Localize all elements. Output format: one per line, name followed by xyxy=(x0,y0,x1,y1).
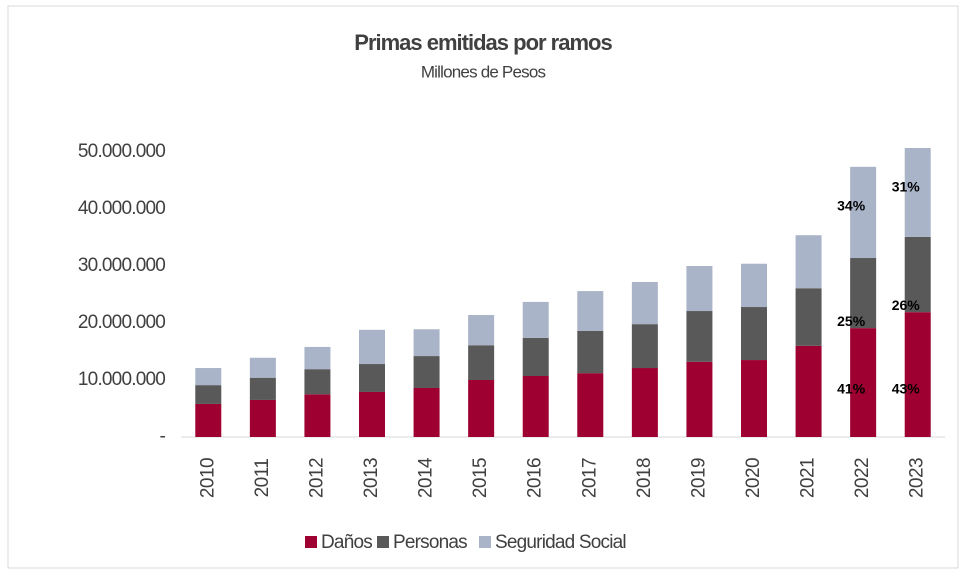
bar-segment xyxy=(795,235,822,289)
bar-segment xyxy=(686,311,713,362)
bar-segment xyxy=(631,368,658,437)
x-tick-label: 2021 xyxy=(798,458,819,498)
x-tick-label: 2014 xyxy=(416,457,437,498)
annotation: 34% xyxy=(837,198,866,214)
bar-segment xyxy=(249,377,276,400)
bar-segment xyxy=(304,394,331,437)
bar-segment xyxy=(195,385,222,404)
bar-segment xyxy=(686,361,713,437)
bar-segment xyxy=(795,345,822,437)
bar-segment xyxy=(304,369,331,395)
bar-segment xyxy=(577,291,604,331)
bar-segment xyxy=(904,148,931,237)
bar-segment xyxy=(904,236,931,313)
bar-segment xyxy=(904,312,931,437)
legend-swatch xyxy=(479,536,491,548)
bar-segment xyxy=(359,364,385,392)
bar-segment xyxy=(741,263,767,308)
x-tick-label: 2015 xyxy=(470,458,491,498)
y-tick-label: 50.000.000 xyxy=(78,141,165,162)
legend-label: Personas xyxy=(393,532,467,553)
bar-segment xyxy=(359,391,385,437)
bar-segment xyxy=(686,266,713,312)
bar-segment xyxy=(468,380,495,437)
bar-segment xyxy=(304,346,331,370)
legend-label: Daños xyxy=(321,532,372,553)
chart-subtitle: Millones de Pesos xyxy=(421,62,546,81)
bar-segment xyxy=(359,329,385,365)
bar-segment xyxy=(631,281,658,325)
bar-segment xyxy=(850,258,877,329)
bar-segment xyxy=(249,399,276,437)
x-tick-label: 2019 xyxy=(688,458,709,498)
y-tick-label: 30.000.000 xyxy=(78,255,165,276)
bar-segment xyxy=(468,315,495,346)
bar-segment xyxy=(631,324,658,369)
bar-segment xyxy=(413,329,440,357)
bar-segment xyxy=(795,288,822,346)
bar-segment xyxy=(850,166,877,259)
x-tick-label: 2010 xyxy=(197,458,218,498)
bar-segment xyxy=(195,368,222,386)
y-tick-label: 20.000.000 xyxy=(78,312,165,333)
y-tick-label: 40.000.000 xyxy=(78,198,165,219)
annotation: 43% xyxy=(892,381,921,397)
annotation: 25% xyxy=(837,313,866,329)
annotation: 31% xyxy=(892,179,921,195)
chart-title: Primas emitidas por ramos xyxy=(354,30,612,55)
x-tick-label: 2017 xyxy=(579,458,600,498)
annotation: 41% xyxy=(837,381,866,397)
bar-segment xyxy=(577,330,604,374)
x-tick-label: 2011 xyxy=(252,459,273,498)
bar-segment xyxy=(522,301,549,338)
x-tick-label: 2023 xyxy=(907,458,928,498)
y-tick-label: - xyxy=(159,426,165,447)
bar-segment xyxy=(577,373,604,437)
legend-label: Seguridad Social xyxy=(495,532,626,553)
bar-segment xyxy=(522,376,549,437)
legend-swatch xyxy=(305,536,317,548)
bar-segment xyxy=(468,345,495,380)
bar-segment xyxy=(249,357,276,378)
bar-segment xyxy=(522,337,549,377)
x-tick-label: 2016 xyxy=(525,458,546,498)
x-tick-label: 2013 xyxy=(361,458,382,498)
x-tick-label: 2012 xyxy=(306,458,327,498)
legend-swatch xyxy=(377,536,389,548)
x-tick-label: 2020 xyxy=(743,458,764,498)
bar-segment xyxy=(413,387,440,437)
bar-segment xyxy=(741,360,767,437)
bar-segment xyxy=(850,328,877,437)
annotation: 26% xyxy=(892,297,921,313)
y-tick-label: 10.000.000 xyxy=(78,369,165,390)
bar-segment xyxy=(741,307,767,361)
x-tick-label: 2018 xyxy=(634,458,655,498)
x-tick-label: 2022 xyxy=(852,458,873,498)
bar-segment xyxy=(413,356,440,388)
bar-segment xyxy=(195,403,222,437)
